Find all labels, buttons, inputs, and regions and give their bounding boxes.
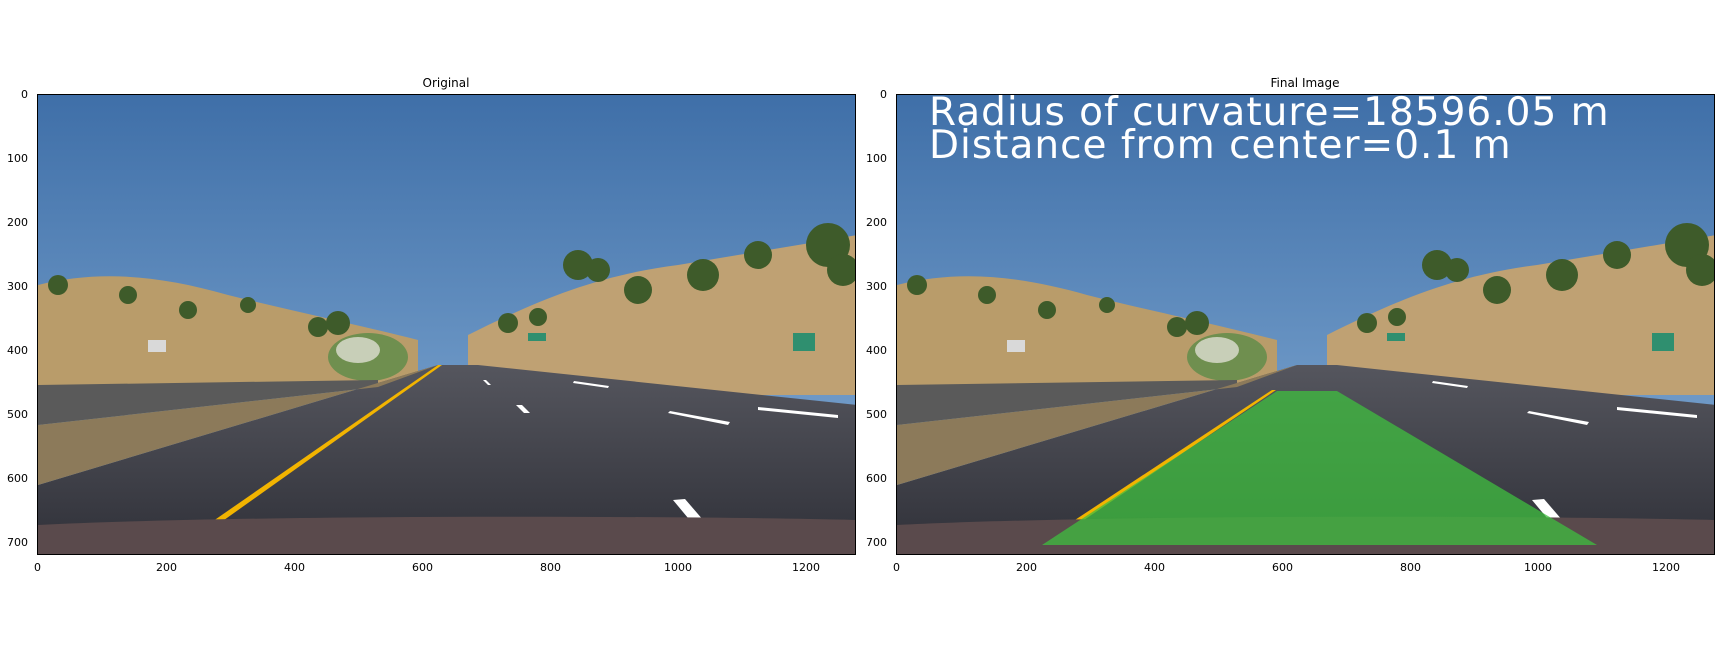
original-image <box>37 94 856 555</box>
y-tick-label: 300 <box>866 280 887 293</box>
y-tick-label: 0 <box>880 88 887 101</box>
final-image: Radius of curvature=18596.05 m Distance … <box>896 94 1715 555</box>
y-tick-label: 600 <box>866 472 887 485</box>
y-tick-label: 400 <box>866 344 887 357</box>
x-tick-label: 0 <box>34 561 41 574</box>
y-tick-label: 100 <box>7 152 28 165</box>
y-tick-label: 200 <box>7 216 28 229</box>
x-tick-label: 1200 <box>792 561 820 574</box>
x-tick-label: 600 <box>412 561 433 574</box>
y-tick-label: 200 <box>866 216 887 229</box>
final-title: Final Image <box>1270 76 1340 90</box>
y-tick-label: 0 <box>21 88 28 101</box>
y-tick-label: 700 <box>7 536 28 549</box>
x-tick-label: 600 <box>1272 561 1293 574</box>
y-tick-label: 400 <box>7 344 28 357</box>
x-tick-label: 200 <box>156 561 177 574</box>
distance-from-center-text: Distance from center=0.1 m <box>929 123 1512 168</box>
x-tick-label: 200 <box>1016 561 1037 574</box>
x-tick-label: 0 <box>893 561 900 574</box>
x-tick-label: 800 <box>1400 561 1421 574</box>
original-title: Original <box>422 76 470 90</box>
y-tick-label: 500 <box>866 408 887 421</box>
y-tick-label: 500 <box>7 408 28 421</box>
x-tick-label: 400 <box>1144 561 1165 574</box>
final-road-scene <box>897 95 1714 554</box>
x-tick-label: 1200 <box>1652 561 1680 574</box>
x-tick-label: 1000 <box>664 561 692 574</box>
lane-overlay <box>1042 391 1597 545</box>
y-tick-label: 300 <box>7 280 28 293</box>
x-tick-label: 400 <box>284 561 305 574</box>
x-tick-label: 800 <box>540 561 561 574</box>
y-tick-label: 100 <box>866 152 887 165</box>
x-tick-label: 1000 <box>1524 561 1552 574</box>
y-tick-label: 700 <box>866 536 887 549</box>
y-tick-label: 600 <box>7 472 28 485</box>
original-road-scene <box>38 95 855 554</box>
radius-of-curvature-text: Radius of curvature=18596.05 m <box>929 94 1610 135</box>
